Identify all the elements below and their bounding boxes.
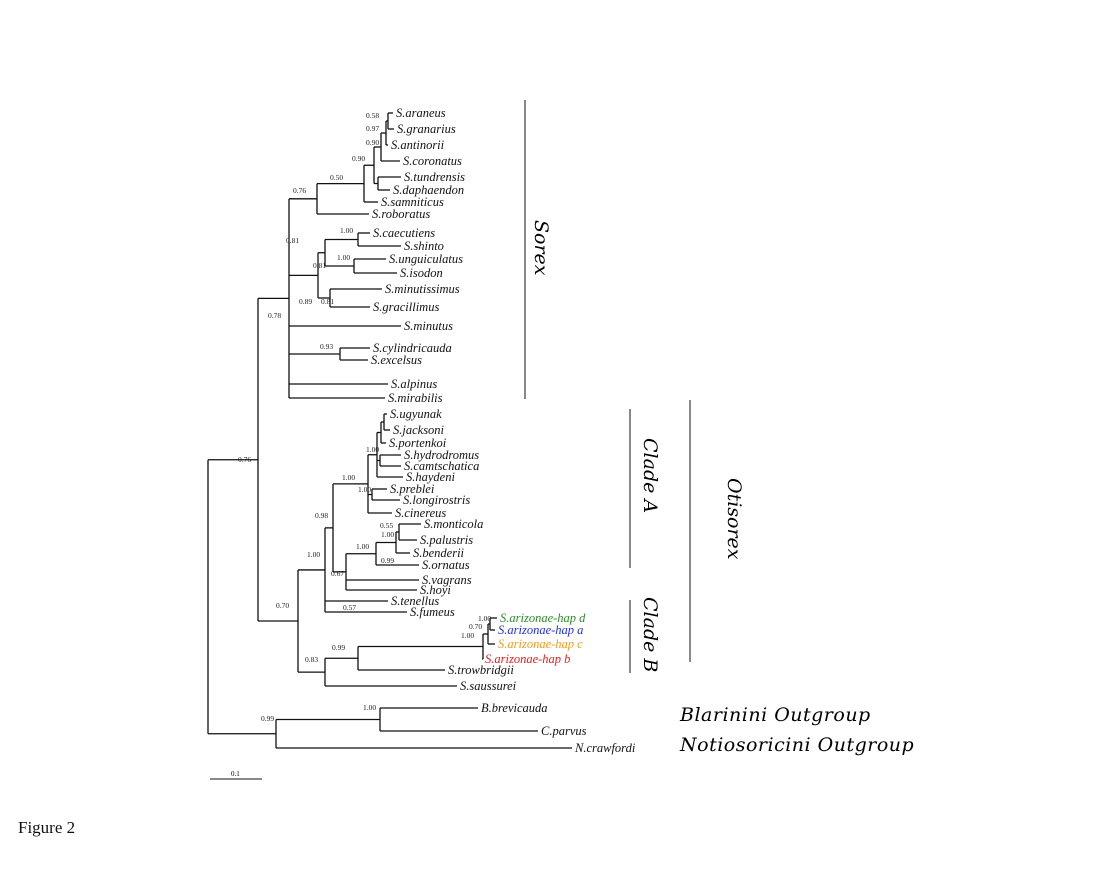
tip-label-s-portenkoi: S.portenkoi: [389, 436, 447, 450]
tip-label-s-tenellus: S.tenellus: [391, 594, 439, 608]
support-value: 0.81: [286, 236, 299, 245]
tip-label-s-ornatus: S.ornatus: [422, 558, 470, 572]
tip-label-s-araneus: S.araneus: [396, 106, 446, 120]
support-value: 0.81: [313, 261, 326, 270]
support-value: 0.76: [238, 455, 251, 464]
support-value: 0.76: [293, 186, 306, 195]
tip-label-s-gracillimus: S.gracillimus: [373, 300, 439, 314]
group-label-notiosoricini: Notiosoricini Outgroup: [679, 734, 914, 756]
tip-label-s-longirostris: S.longirostris: [403, 493, 470, 507]
tip-label-s-hydrodromus: S.hydrodromus: [404, 448, 479, 462]
tip-label-s-minutissimus: S.minutissimus: [385, 282, 460, 296]
support-value: 0.90: [366, 138, 379, 147]
tip-label-s-hoyi: S.hoyi: [420, 583, 451, 597]
support-value: 0.67: [331, 569, 344, 578]
tip-label-s-coronatus: S.coronatus: [403, 154, 462, 168]
support-value: 0.55: [380, 521, 393, 530]
tip-label-s-mirabilis: S.mirabilis: [388, 391, 443, 405]
support-value: 1.00: [366, 445, 379, 454]
tip-label-s-roboratus: S.roboratus: [372, 207, 430, 221]
figure-label: Figure 2: [18, 818, 76, 837]
tip-label-s-cylindricauda: S.cylindricauda: [373, 341, 452, 355]
clade-label-clade-a: Clade A: [639, 438, 661, 513]
support-value: 0.78: [268, 311, 281, 320]
support-value: 0.58: [366, 111, 379, 120]
tip-label-s-arizonae-hap-d: S.arizonae-hap d: [500, 611, 586, 625]
support-value: 1.00: [461, 631, 474, 640]
support-value: 1.00: [381, 530, 394, 539]
tip-label-s-palustris: S.palustris: [420, 533, 473, 547]
tip-label-s-unguiculatus: S.unguiculatus: [389, 252, 463, 266]
support-value: 1.00: [337, 253, 350, 262]
tip-label-c-parvus: C.parvus: [541, 724, 587, 738]
support-value: 0.57: [343, 603, 356, 612]
group-label-blarinini: Blarinini Outgroup: [679, 704, 871, 726]
tip-label-n-crawfordi: N.crawfordi: [574, 741, 636, 755]
support-value: 0.89: [299, 297, 312, 306]
tip-label-s-monticola: S.monticola: [424, 517, 483, 531]
tip-label-s-arizonae-hap-b: S.arizonae-hap b: [485, 652, 570, 666]
tip-labels: S.araneus S.granarius S.antinorii S.coronat…: [371, 106, 636, 755]
support-value: 1.00: [356, 542, 369, 551]
support-value: 1.00: [342, 473, 355, 482]
support-value: 0.81: [321, 297, 334, 306]
clade-label-clade-b: Clade B: [639, 597, 661, 672]
support-value: 0.99: [261, 714, 274, 723]
tip-label-s-jacksoni: S.jacksoni: [393, 423, 445, 437]
tip-label-s-fumeus: S.fumeus: [410, 605, 455, 619]
support-value: 0.83: [305, 655, 318, 664]
support-value: 0.70: [469, 622, 482, 631]
support-value: 0.99: [332, 643, 345, 652]
support-value: 1.00: [340, 226, 353, 235]
scale-bar-label: 0.1: [231, 770, 240, 778]
support-value: 0.93: [320, 342, 333, 351]
clade-bars: [524, 100, 691, 673]
tip-label-s-camtschatica: S.camtschatica: [404, 459, 479, 473]
support-value: 0.90: [352, 154, 365, 163]
clade-label-otisorex: Otisorex: [723, 478, 745, 560]
support-value: 0.70: [276, 601, 289, 610]
support-value: 0.97: [366, 124, 379, 133]
tip-label-s-arizonae-hap-a: S.arizonae-hap a: [498, 623, 583, 637]
tip-label-b-brevicauda: B.brevicauda: [481, 701, 548, 715]
support-value: 0.99: [381, 556, 394, 565]
support-value: 0.98: [315, 511, 328, 520]
tip-label-s-samniticus: S.samniticus: [381, 195, 444, 209]
tip-label-s-alpinus: S.alpinus: [391, 377, 437, 391]
tip-label-s-cinereus: S.cinereus: [395, 506, 446, 520]
tip-label-s-caecutiens: S.caecutiens: [373, 226, 435, 240]
tip-label-s-antinorii: S.antinorii: [391, 138, 445, 152]
tip-label-s-excelsus: S.excelsus: [371, 353, 422, 367]
tip-label-s-haydeni: S.haydeni: [406, 470, 455, 484]
tip-label-s-arizonae-hap-c: S.arizonae-hap c: [498, 637, 583, 651]
tip-label-s-isodon: S.isodon: [400, 266, 443, 280]
support-values: 0.58 0.97 0.900.90 0.50 0.76 1.00 0.81 1.00 0.81…: [238, 111, 491, 723]
tip-label-s-vagrans: S.vagrans: [422, 573, 472, 587]
support-value: 1.00: [358, 485, 371, 494]
scale-bar: 0.1: [210, 770, 262, 780]
support-value: 1.00: [363, 703, 376, 712]
tip-label-s-benderii: S.benderii: [413, 546, 465, 560]
tree-branches: [207, 112, 572, 749]
support-value: 1.00: [478, 614, 491, 623]
tip-label-s-daphaendon: S.daphaendon: [393, 183, 464, 197]
support-value: 1.00: [307, 550, 320, 559]
tip-label-s-shinto: S.shinto: [404, 239, 444, 253]
support-value: 0.50: [330, 173, 343, 182]
tip-label-s-minutus: S.minutus: [404, 319, 453, 333]
clade-label-sorex: Sorex: [530, 220, 552, 276]
tip-label-s-ugyunak: S.ugyunak: [390, 407, 442, 421]
tip-label-s-granarius: S.granarius: [397, 122, 456, 136]
tip-label-s-saussurei: S.saussurei: [460, 679, 517, 693]
tip-label-s-preblei: S.preblei: [390, 482, 435, 496]
tip-label-s-tundrensis: S.tundrensis: [404, 170, 465, 184]
tip-label-s-trowbridgii: S.trowbridgii: [448, 663, 514, 677]
